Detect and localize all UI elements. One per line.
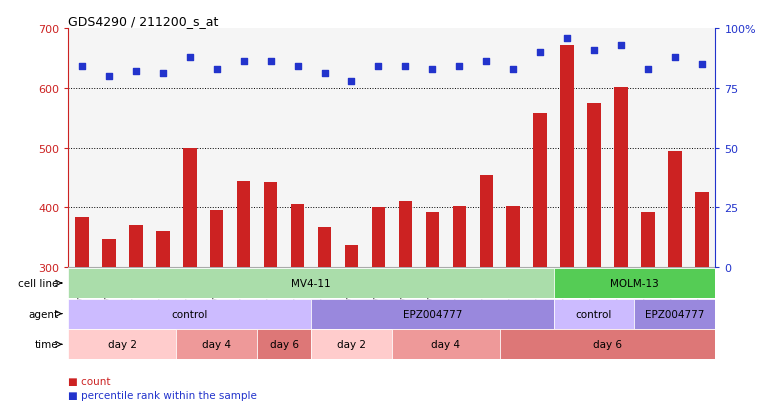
Bar	[291, 205, 304, 268]
Bar	[425, 212, 439, 268]
Point	[318, 71, 330, 78]
Point	[130, 69, 142, 75]
FancyBboxPatch shape	[177, 330, 257, 359]
Text: GDS4290 / 211200_s_at: GDS4290 / 211200_s_at	[68, 15, 219, 28]
Bar	[560, 45, 574, 268]
Bar	[399, 202, 412, 268]
Bar	[345, 246, 358, 268]
FancyBboxPatch shape	[68, 268, 553, 298]
FancyBboxPatch shape	[392, 330, 500, 359]
FancyBboxPatch shape	[257, 330, 311, 359]
Point	[183, 54, 196, 61]
Text: EPZ004777: EPZ004777	[403, 309, 462, 319]
Point	[265, 59, 277, 66]
Bar	[237, 181, 250, 268]
Point	[561, 35, 573, 42]
Text: day 2: day 2	[108, 339, 137, 349]
Point	[345, 78, 358, 85]
Point	[76, 64, 88, 70]
Text: control: control	[171, 309, 208, 319]
Bar	[75, 218, 89, 268]
Bar	[668, 152, 682, 268]
Text: cell line: cell line	[18, 278, 59, 288]
Point	[642, 66, 654, 73]
Point	[400, 64, 412, 70]
Bar	[642, 212, 654, 268]
Bar	[371, 208, 385, 268]
Text: ■ count: ■ count	[68, 376, 111, 386]
Text: day 2: day 2	[337, 339, 366, 349]
Text: agent: agent	[29, 309, 59, 319]
FancyBboxPatch shape	[311, 299, 553, 329]
FancyBboxPatch shape	[500, 330, 715, 359]
Bar	[533, 114, 547, 268]
Bar	[318, 228, 331, 268]
Point	[588, 47, 600, 54]
Text: day 4: day 4	[202, 339, 231, 349]
FancyBboxPatch shape	[635, 299, 715, 329]
Bar	[129, 225, 142, 268]
Point	[426, 66, 438, 73]
Text: control: control	[576, 309, 613, 319]
Point	[669, 54, 681, 61]
Bar	[587, 104, 600, 268]
FancyBboxPatch shape	[311, 330, 392, 359]
FancyBboxPatch shape	[553, 268, 715, 298]
Bar	[695, 193, 708, 268]
Text: time: time	[35, 339, 59, 349]
Point	[507, 66, 519, 73]
Point	[157, 71, 169, 78]
Point	[372, 64, 384, 70]
Bar	[507, 206, 520, 268]
Point	[696, 62, 708, 68]
Bar	[210, 211, 224, 268]
Point	[534, 50, 546, 56]
Text: MV4-11: MV4-11	[291, 278, 331, 288]
Bar	[614, 88, 628, 268]
Text: ■ percentile rank within the sample: ■ percentile rank within the sample	[68, 390, 257, 400]
Text: MOLM-13: MOLM-13	[610, 278, 659, 288]
Bar	[479, 175, 493, 268]
Bar	[264, 182, 277, 268]
Bar	[156, 232, 170, 268]
Bar	[453, 207, 466, 268]
Text: EPZ004777: EPZ004777	[645, 309, 705, 319]
Bar	[102, 240, 116, 268]
Point	[211, 66, 223, 73]
Bar	[183, 148, 196, 268]
Text: day 6: day 6	[269, 339, 298, 349]
FancyBboxPatch shape	[553, 299, 635, 329]
FancyBboxPatch shape	[68, 299, 311, 329]
FancyBboxPatch shape	[68, 330, 177, 359]
Text: day 4: day 4	[431, 339, 460, 349]
Point	[615, 42, 627, 49]
Point	[454, 64, 466, 70]
Point	[103, 74, 115, 80]
Text: day 6: day 6	[593, 339, 622, 349]
Point	[237, 59, 250, 66]
Point	[291, 64, 304, 70]
Point	[480, 59, 492, 66]
